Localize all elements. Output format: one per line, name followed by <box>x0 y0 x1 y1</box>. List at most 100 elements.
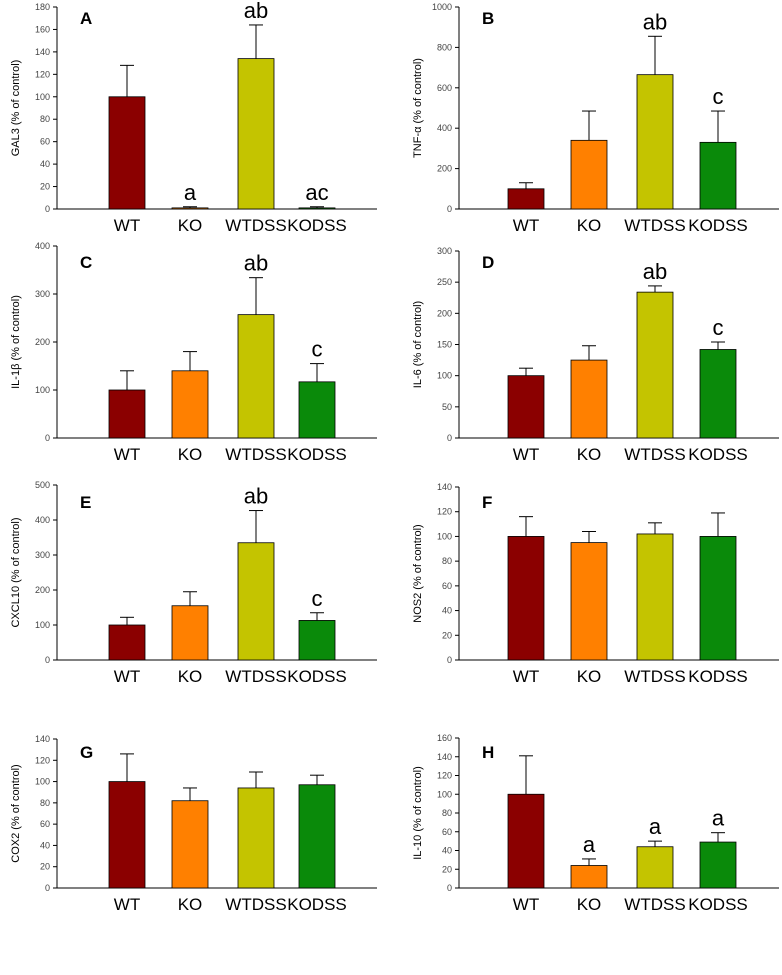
category-label: KO <box>577 445 602 464</box>
significance-label: ab <box>244 0 268 23</box>
significance-label: c <box>312 586 323 611</box>
panel-b: 0 200 400 600 800 1000 TNF-α (% of control) B WT… <box>412 2 779 235</box>
y-tick-label: 150 <box>437 340 452 350</box>
y-tick-label: 50 <box>442 402 452 412</box>
y-tick-label: 140 <box>35 734 50 744</box>
category-label: KODSS <box>688 667 748 686</box>
panel-letter: D <box>482 253 494 272</box>
bar-wtdss <box>636 291 674 439</box>
category-label: WTDSS <box>225 667 286 686</box>
category-label: KODSS <box>287 216 347 235</box>
significance-label: a <box>583 832 596 857</box>
category-label: WTDSS <box>225 895 286 914</box>
category-label: WTDSS <box>624 445 685 464</box>
y-tick-label: 0 <box>447 883 452 893</box>
significance-label: ab <box>643 9 667 34</box>
bar-ko <box>171 605 209 661</box>
y-tick-label: 120 <box>35 69 50 79</box>
category-label: WTDSS <box>624 216 685 235</box>
category-label: KO <box>178 895 203 914</box>
y-tick-label: 300 <box>35 550 50 560</box>
y-tick-label: 400 <box>35 241 50 251</box>
y-tick-label: 100 <box>35 92 50 102</box>
y-tick-label: 1000 <box>432 2 452 12</box>
category-label: KODSS <box>688 445 748 464</box>
bar-ko <box>570 542 608 661</box>
panel-c: 0 100 200 300 400 IL-1β (% of control) C WT KO WT… <box>10 241 377 464</box>
category-label: KODSS <box>287 895 347 914</box>
y-axis-label: IL-1β (% of control) <box>10 295 22 389</box>
category-label: WT <box>513 667 539 686</box>
bar-kodss <box>699 536 737 661</box>
bar-wt <box>507 793 545 889</box>
bar-kodss <box>699 841 737 889</box>
y-tick-label: 0 <box>447 655 452 665</box>
category-label: WT <box>114 445 140 464</box>
y-tick-label: 80 <box>40 114 50 124</box>
panel-e: 0 100 200 300 400 500 CXCL10 (% of control) E WT… <box>10 480 377 686</box>
y-axis-label: TNF-α (% of control) <box>412 58 424 158</box>
category-label: KO <box>178 667 203 686</box>
y-tick-label: 800 <box>437 42 452 52</box>
panel-letter: G <box>80 743 93 762</box>
bar-kodss <box>699 141 737 210</box>
y-tick-label: 20 <box>442 630 452 640</box>
y-tick-label: 600 <box>437 83 452 93</box>
bar-kodss <box>298 620 336 661</box>
y-tick-label: 40 <box>442 606 452 616</box>
panel-letter: F <box>482 493 492 512</box>
y-tick-label: 140 <box>437 752 452 762</box>
category-label: WT <box>513 216 539 235</box>
significance-label: a <box>649 814 662 839</box>
y-axis-label: COX2 (% of control) <box>10 764 22 862</box>
y-tick-label: 40 <box>442 846 452 856</box>
panel-letter: B <box>482 9 494 28</box>
y-tick-label: 60 <box>40 819 50 829</box>
panel-a: 0 20 40 60 80 100 120 140 160 180 GAL3 (% of contr… <box>10 0 377 235</box>
bar-wtdss <box>636 846 674 889</box>
category-label: WTDSS <box>624 667 685 686</box>
y-axis-label: NOS2 (% of control) <box>412 524 424 622</box>
y-tick-label: 120 <box>437 771 452 781</box>
y-tick-label: 0 <box>45 655 50 665</box>
bar-wt <box>108 781 146 889</box>
bar-ko <box>570 359 608 439</box>
category-label: KO <box>577 216 602 235</box>
y-tick-label: 100 <box>437 371 452 381</box>
y-tick-label: 100 <box>35 385 50 395</box>
bar-wtdss <box>237 58 275 210</box>
panel-d: 0 50 100 150 200 250 300 IL-6 (% of control) D WT… <box>412 246 779 464</box>
bar-ko <box>570 865 608 889</box>
y-tick-label: 100 <box>437 531 452 541</box>
significance-label: a <box>712 806 725 831</box>
bar-ko <box>171 370 209 439</box>
y-tick-label: 200 <box>35 585 50 595</box>
y-tick-label: 400 <box>437 123 452 133</box>
y-axis-label: CXCL10 (% of control) <box>10 517 22 627</box>
y-tick-label: 0 <box>447 433 452 443</box>
y-axis-label: IL-6 (% of control) <box>412 301 424 388</box>
category-label: WT <box>114 667 140 686</box>
y-tick-label: 20 <box>40 862 50 872</box>
bar-wtdss <box>636 533 674 661</box>
y-tick-label: 80 <box>40 798 50 808</box>
y-axis-label: IL-10 (% of control) <box>412 766 424 860</box>
category-label: KO <box>178 216 203 235</box>
y-tick-label: 0 <box>45 204 50 214</box>
y-tick-label: 200 <box>437 164 452 174</box>
category-label: KO <box>577 667 602 686</box>
bar-wt <box>108 624 146 661</box>
panel-letter: E <box>80 493 91 512</box>
y-tick-label: 160 <box>437 733 452 743</box>
panel-g: 0 20 40 60 80 100 120 140 COX2 (% of control) G WT… <box>10 734 377 914</box>
y-tick-label: 60 <box>40 137 50 147</box>
panel-h: 0 20 40 60 80 100 120 140 160 IL-10 (% of control… <box>412 733 779 914</box>
category-label: WT <box>114 216 140 235</box>
y-tick-label: 80 <box>442 556 452 566</box>
category-label: KO <box>577 895 602 914</box>
category-label: KODSS <box>287 667 347 686</box>
significance-label: ab <box>244 251 268 276</box>
y-tick-label: 200 <box>35 337 50 347</box>
y-tick-label: 300 <box>437 246 452 256</box>
